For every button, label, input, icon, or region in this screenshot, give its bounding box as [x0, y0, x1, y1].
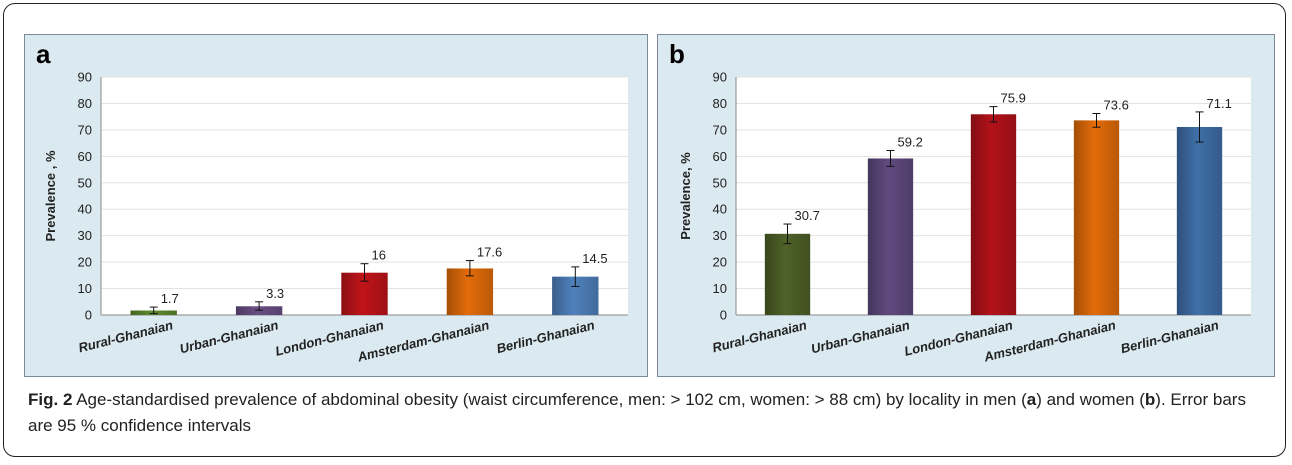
category-label: Urban-Ghanaian — [809, 317, 911, 356]
y-tick-label: 10 — [713, 281, 727, 296]
y-tick-label: 40 — [713, 202, 727, 217]
caption-text-1: Age-standardised prevalence of abdominal… — [72, 390, 1027, 409]
y-tick-label: 40 — [78, 202, 92, 217]
data-label: 3.3 — [266, 286, 284, 301]
y-axis-label: Prevalence , % — [43, 150, 58, 241]
bar — [1073, 120, 1120, 315]
y-tick-label: 80 — [713, 96, 727, 111]
y-tick-label: 90 — [713, 70, 727, 85]
bar — [970, 114, 1017, 315]
category-label: Berlin-Ghanaian — [1119, 317, 1220, 356]
bar — [764, 233, 811, 315]
caption-ref-a: a — [1026, 390, 1037, 409]
y-tick-label: 30 — [713, 228, 727, 243]
chart-a-svg: 0 10 20 30 40 50 60 70 80 90 Prevalence , % 1.7 Rura… — [43, 70, 628, 365]
category-label: Rural-Ghanaian — [711, 317, 809, 355]
y-tick-label: 0 — [720, 308, 727, 323]
y-tick-label: 30 — [78, 228, 92, 243]
y-tick-label: 20 — [78, 255, 92, 270]
chart-panel-a: 0 10 20 30 40 50 60 70 80 90 Prevalence , % 1.7 Rura… — [24, 34, 648, 377]
data-label: 30.7 — [795, 208, 820, 223]
y-tick-label: 20 — [713, 255, 727, 270]
caption-ref-b: b — [1144, 390, 1156, 409]
panel-label-b: b — [669, 39, 685, 69]
data-label: 17.6 — [477, 245, 502, 260]
category-label: Rural-Ghanaian — [77, 317, 175, 355]
category-label: Urban-Ghanaian — [178, 317, 280, 356]
caption-fig-label: Fig. 2 — [28, 390, 73, 409]
chart-b-svg: 0 10 20 30 40 50 60 70 80 90 Prevalence, % 30.7 Rura… — [678, 70, 1251, 365]
data-label: 1.7 — [161, 291, 179, 306]
data-label: 73.6 — [1104, 97, 1129, 112]
y-tick-label: 90 — [78, 70, 92, 85]
y-tick-label: 60 — [78, 149, 92, 164]
bar — [1176, 126, 1223, 315]
chart-panel-b: 0 10 20 30 40 50 60 70 80 90 Prevalence, % 30.7 Rura… — [657, 34, 1275, 377]
data-label: 75.9 — [1001, 91, 1026, 106]
y-tick-label: 0 — [85, 308, 92, 323]
data-label: 16 — [372, 248, 386, 263]
y-tick-label: 80 — [78, 96, 92, 111]
caption-text-2: ) and women ( — [1036, 390, 1145, 409]
data-label: 71.1 — [1207, 96, 1232, 111]
y-tick-label: 70 — [713, 122, 727, 137]
y-tick-label: 50 — [78, 175, 92, 190]
y-tick-label: 10 — [78, 281, 92, 296]
figure-caption: Fig. 2 Age-standardised prevalence of ab… — [28, 387, 1273, 439]
y-tick-label: 60 — [713, 149, 727, 164]
category-label: Berlin-Ghanaian — [495, 317, 596, 356]
panel-label-a: a — [36, 39, 51, 69]
bar — [867, 158, 914, 315]
y-axis-label: Prevalence, % — [678, 152, 693, 240]
y-tick-label: 50 — [713, 175, 727, 190]
y-tick-label: 70 — [78, 122, 92, 137]
figure-frame: 0 10 20 30 40 50 60 70 80 90 Prevalence , % 1.7 Rura… — [3, 3, 1286, 457]
caption-text-3: ). Error bars are 95 % confidence interv… — [28, 390, 1246, 435]
data-label: 14.5 — [582, 251, 607, 266]
data-label: 59.2 — [898, 135, 923, 150]
